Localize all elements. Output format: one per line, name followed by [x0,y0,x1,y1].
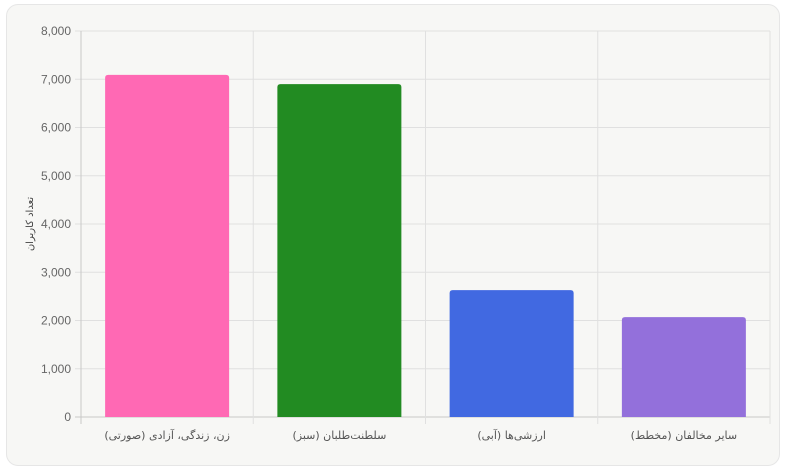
bar [449,290,574,417]
y-axis-label: تعداد کاربران [25,197,36,252]
y-tick-label: 7,000 [41,72,71,86]
bar [621,317,746,417]
y-tick-label: 8,000 [41,24,71,38]
x-tick-label: سلطنت‌طلبان (سبز) [292,429,386,442]
x-tick-label: ارزشی‌ها (آبی) [477,428,546,442]
bar [277,84,402,417]
y-tick-label: 6,000 [41,121,71,135]
y-tick-label: 5,000 [41,169,71,183]
x-tick-label: زن، زندگی، آزادی (صورتی) [104,428,230,442]
x-tick-label: سایر مخالفان (مخطط) [631,429,737,442]
bar [105,74,230,417]
y-tick-label: 3,000 [41,265,71,279]
y-tick-label: 1,000 [41,362,71,376]
bar-chart: 0 1,000 2,000 3,000 4,000 5,000 6,000 7,000 8,00… [25,24,771,442]
y-tick-label: 0 [64,410,71,424]
y-tick-label: 2,000 [41,314,71,328]
y-tick-label: 4,000 [41,217,71,231]
